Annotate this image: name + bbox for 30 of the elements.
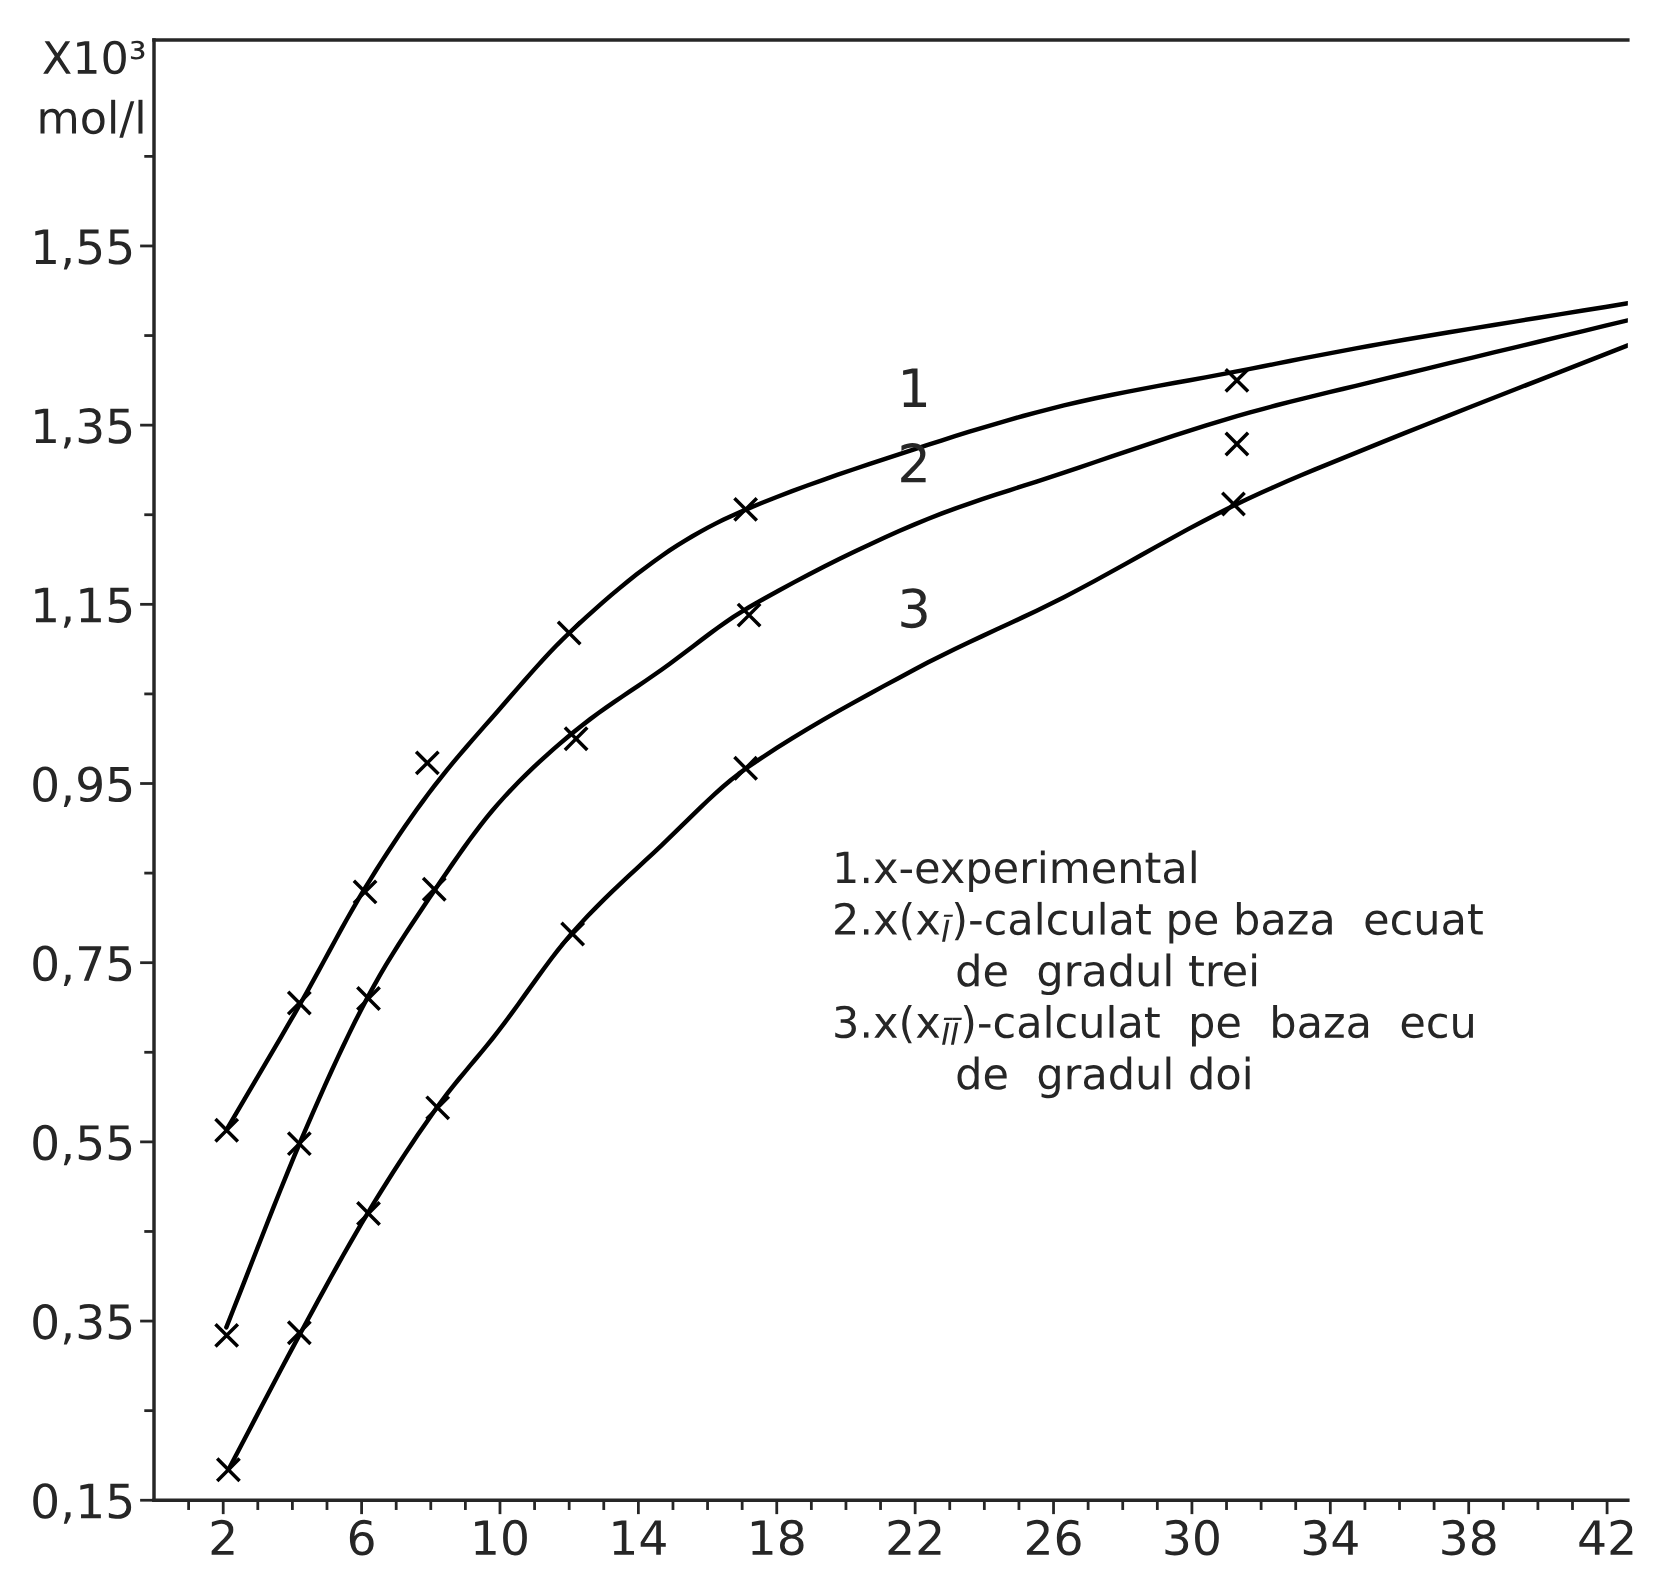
y-tick-label: 0,55 [33,1124,132,1166]
annotation: 1 [903,368,927,407]
y-tick-label: 0,95 [33,766,132,807]
x-tick-label: 22 [888,1519,941,1555]
y-tick-label: 0,15 [33,1483,132,1524]
y-tick-label: 1,55 [35,229,132,270]
y-axis-title: X10³ mol/l [40,40,145,138]
point [1223,431,1250,457]
x-tick-label: 26 [1026,1519,1081,1556]
x-tick-label: 2 [211,1519,234,1555]
x-tick-label: 10 [475,1519,527,1556]
y-tick-label: 1,15 [35,587,132,628]
y-tick-label: 0,75 [33,945,132,987]
x-tick-label: 42 [1579,1519,1633,1555]
x-tick-label: 38 [1442,1519,1496,1556]
x-tick-label: 6 [349,1519,374,1556]
y-tick-label: 1,35 [35,408,132,449]
text: 1.x-experimental 2.x(x$_{Ī}$)-calculat pe baza ecuat de gradul trei 3.x(x$_{ĪĪ}$)-calculat pe baza ecu de gradul doi [835,850,1483,1099]
x-tick-label: 30 [1165,1519,1219,1556]
point [414,749,441,776]
x-tick-label: 34 [1303,1519,1358,1556]
x-tick-label: 14 [613,1520,666,1555]
point [736,602,763,629]
point [1223,367,1250,394]
point [213,1322,240,1349]
x-tick-label: 18 [751,1519,804,1556]
annotation: 3 [901,588,927,629]
annotation: 2 [901,443,926,483]
y-tick-label: 0,35 [33,1303,132,1345]
point [563,725,590,752]
